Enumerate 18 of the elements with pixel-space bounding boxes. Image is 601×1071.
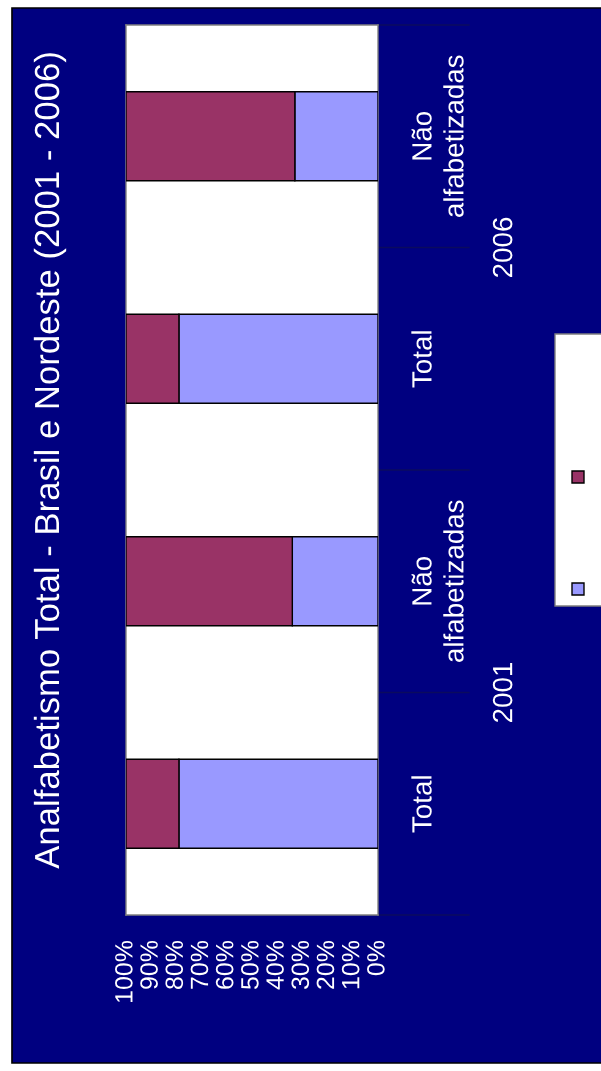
x-tick-label: 10%	[341, 940, 360, 989]
y-tick-label: Total	[411, 776, 432, 833]
text: 2001	[492, 662, 513, 722]
x-tick-label: 40%	[266, 940, 284, 990]
text: Analfabetismo Total - Brasil e Nordeste (2001 - 2006)	[33, 53, 67, 869]
y-tick-label: Não alfabetizadas	[411, 500, 464, 662]
x-tick-label: 30%	[291, 940, 310, 990]
x-tick-label: 50%	[241, 940, 259, 990]
x-tick-label: 90%	[140, 940, 158, 989]
text: 2006	[492, 217, 513, 277]
x-tick-label: 70%	[190, 940, 209, 989]
y-tick-label: Total	[411, 331, 432, 388]
x-tick-label: 60%	[215, 940, 234, 989]
x-tick-label: 80%	[165, 940, 184, 989]
x-tick-label: 0%	[367, 940, 385, 976]
x-tick-label: 100%	[115, 940, 133, 1003]
x-tick-label: 20%	[316, 940, 335, 989]
y-tick-label: Não alfabetizadas	[411, 55, 464, 217]
